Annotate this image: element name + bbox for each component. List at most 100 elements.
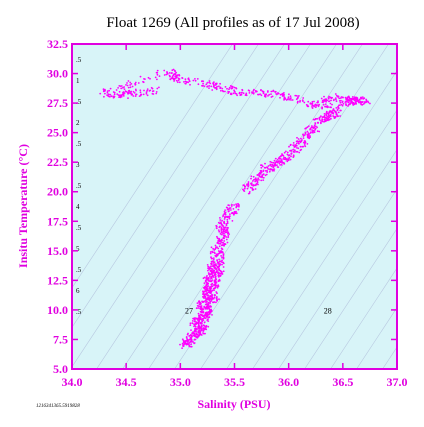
data-point [194, 334, 196, 337]
data-point [197, 83, 200, 86]
data-point [252, 175, 255, 178]
data-point [214, 254, 217, 257]
data-point [334, 93, 337, 95]
data-point [175, 79, 178, 82]
data-point [257, 93, 260, 96]
data-point [215, 301, 217, 304]
data-point [210, 246, 213, 249]
data-point [176, 81, 179, 84]
data-point [273, 159, 276, 162]
data-point [241, 89, 244, 92]
data-point [202, 308, 205, 310]
data-point [337, 111, 340, 114]
data-point [320, 115, 322, 117]
data-point [196, 302, 199, 304]
data-point [206, 82, 209, 84]
data-point [207, 313, 210, 316]
data-point [264, 162, 266, 165]
data-point [295, 94, 298, 97]
data-point [245, 92, 248, 95]
data-point [206, 305, 209, 308]
data-point [299, 140, 302, 143]
data-point [248, 92, 251, 94]
data-point [192, 317, 195, 320]
data-point [319, 121, 322, 124]
data-point [187, 332, 189, 335]
data-point [355, 96, 358, 99]
data-point [212, 260, 215, 263]
data-point [226, 226, 229, 229]
data-point [219, 225, 221, 228]
data-point [134, 83, 137, 86]
data-point [325, 110, 328, 113]
data-point [280, 155, 282, 157]
data-point [318, 130, 321, 133]
data-point [106, 94, 108, 96]
x-tick-label: 35.0 [170, 375, 191, 389]
data-point [163, 69, 166, 72]
data-point [129, 81, 132, 84]
data-point [311, 104, 314, 106]
data-point [310, 131, 312, 134]
data-point [322, 101, 324, 103]
data-point [207, 265, 210, 268]
data-point [158, 75, 161, 77]
data-point [221, 228, 223, 231]
data-point [216, 286, 219, 289]
data-point [305, 127, 308, 129]
data-point [214, 247, 217, 250]
data-point [285, 150, 287, 153]
data-point [194, 330, 196, 333]
data-point [338, 104, 340, 107]
data-point [218, 252, 221, 255]
data-point [221, 224, 224, 227]
data-point [192, 79, 195, 82]
data-point [182, 345, 185, 348]
data-point [200, 324, 203, 327]
data-point [201, 322, 203, 325]
data-point [238, 92, 241, 95]
data-point [330, 99, 332, 102]
data-point [197, 307, 200, 309]
data-point [268, 170, 271, 173]
data-point [219, 219, 222, 221]
chart-title: Float 1269 (All profiles as of 17 Jul 20… [106, 15, 359, 31]
data-point [344, 96, 347, 99]
data-point [196, 78, 199, 80]
data-point [225, 226, 227, 229]
data-point [345, 104, 348, 107]
data-point [214, 84, 217, 86]
data-point [251, 187, 254, 190]
data-point [218, 258, 221, 261]
data-point [178, 74, 181, 77]
data-point [218, 298, 220, 301]
data-point [295, 142, 298, 145]
data-point [242, 188, 244, 191]
data-point [214, 275, 217, 278]
data-point [217, 272, 220, 275]
data-point [261, 176, 263, 179]
data-point [324, 103, 327, 105]
data-point [202, 84, 204, 87]
data-point [281, 153, 284, 156]
data-point [238, 205, 240, 208]
data-point [201, 314, 204, 316]
data-point [326, 118, 329, 121]
data-point [339, 97, 342, 99]
data-point [323, 95, 325, 98]
density-contour-line [122, 44, 337, 369]
data-point [303, 101, 306, 104]
data-point [254, 188, 257, 190]
data-point [289, 97, 292, 100]
data-point [107, 93, 110, 96]
data-point [127, 97, 129, 99]
data-point [280, 160, 282, 163]
data-point [213, 261, 216, 263]
data-point [240, 92, 243, 94]
data-point [260, 94, 263, 97]
data-point [327, 106, 329, 108]
data-point [307, 125, 310, 127]
data-point [317, 121, 319, 124]
data-point [216, 254, 219, 257]
data-point [283, 99, 285, 101]
